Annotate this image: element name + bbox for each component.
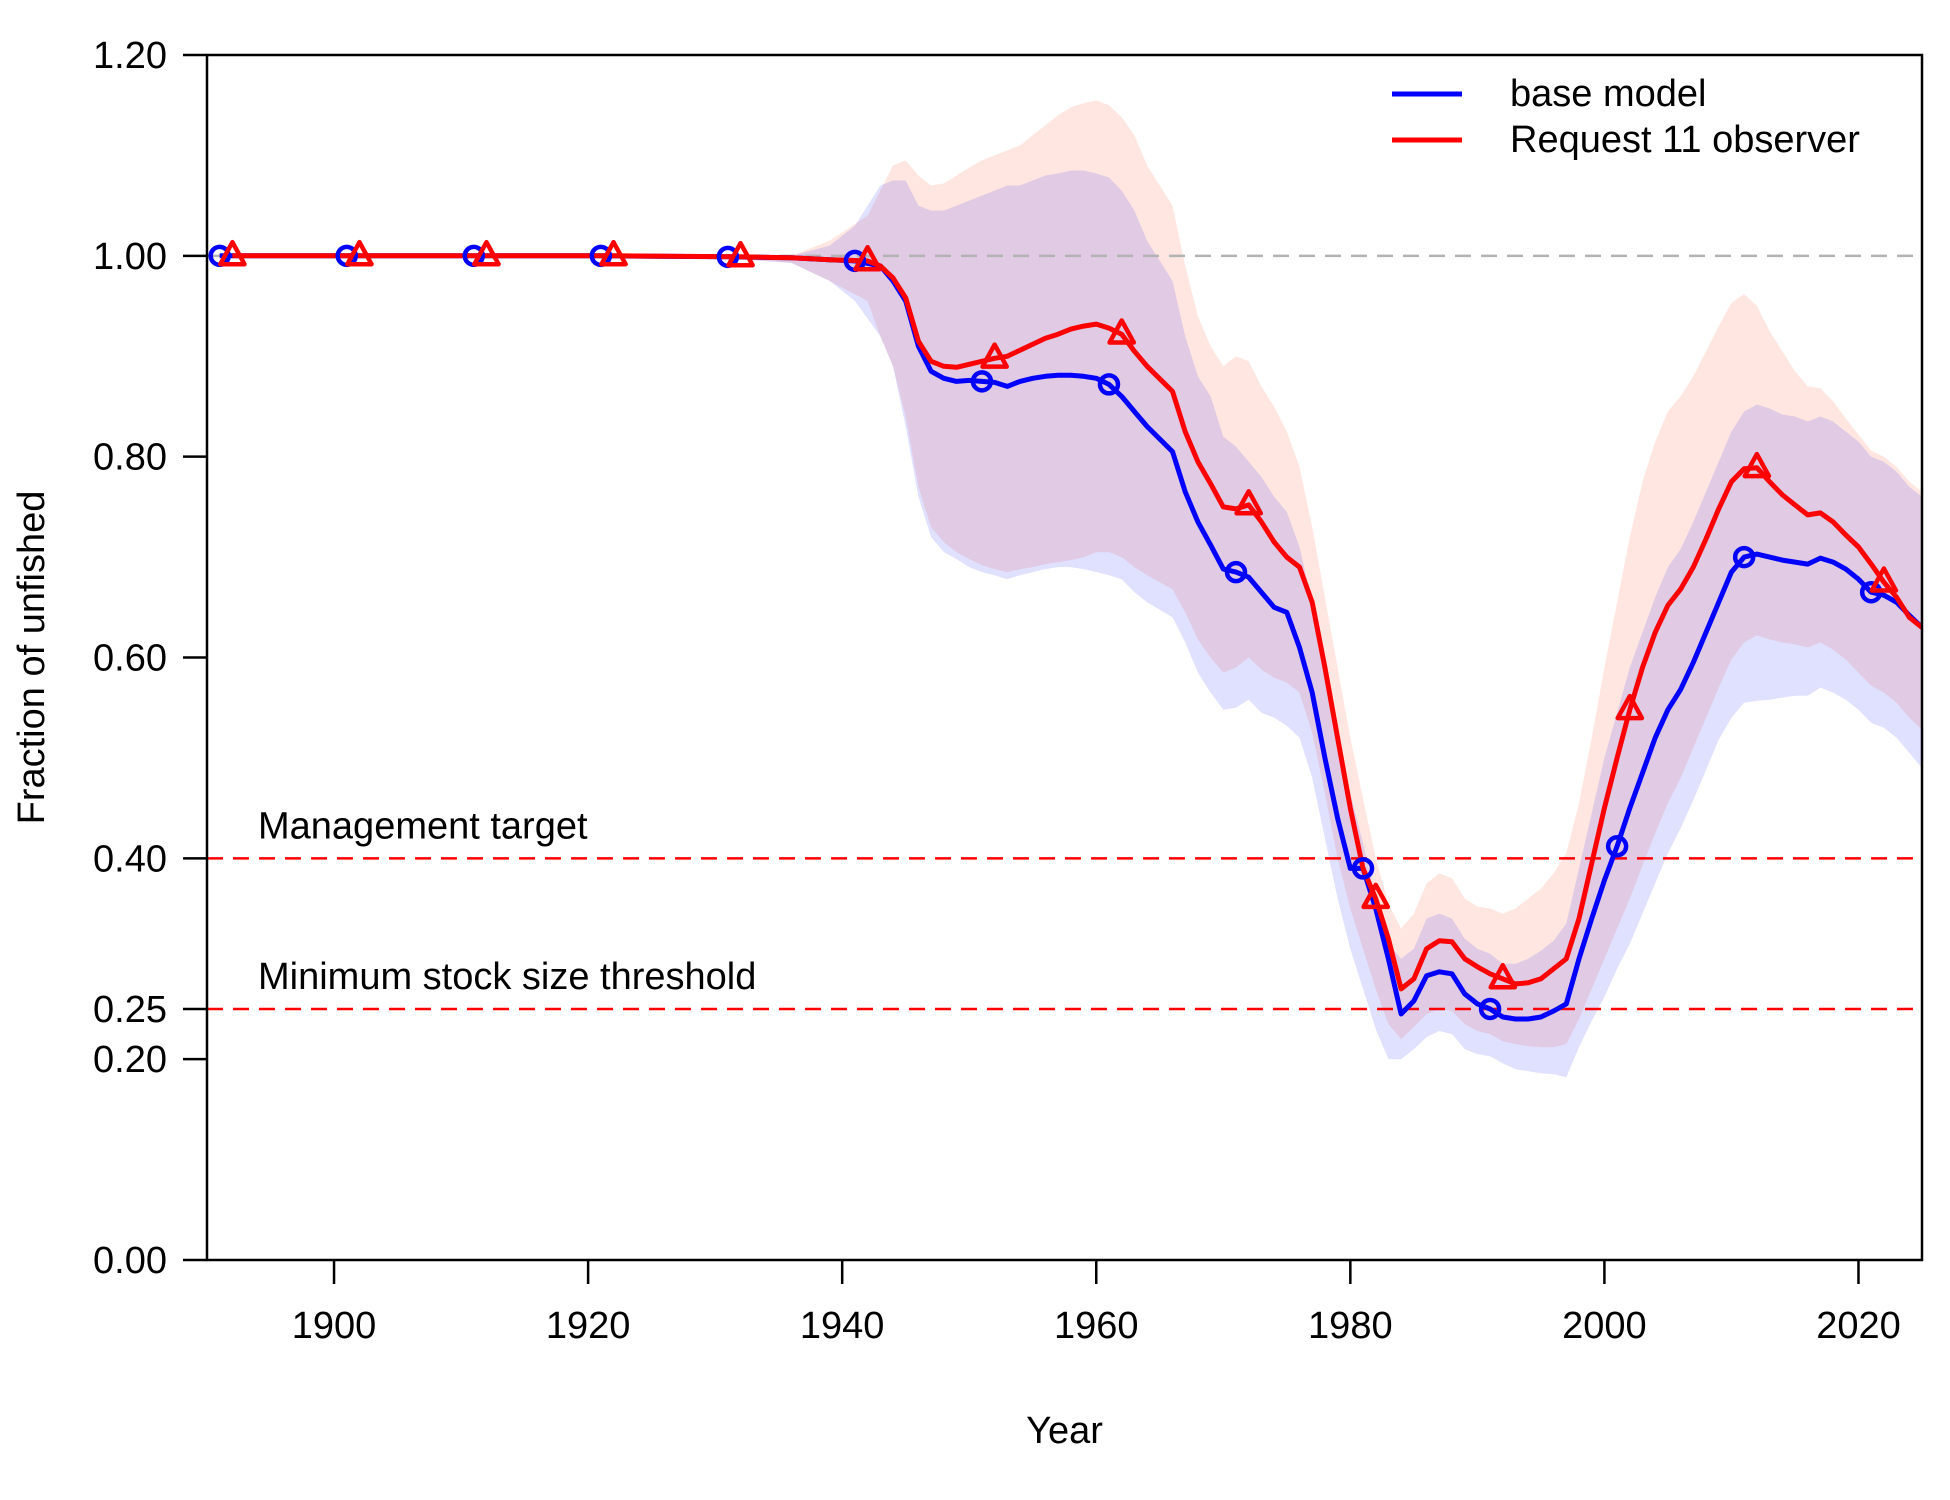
marker-request-11-1962 — [1107, 318, 1137, 345]
marker-request-11-1892 — [218, 239, 247, 267]
x-axis-title: Year — [1026, 1410, 1103, 1452]
marker-base-model-2001 — [1605, 835, 1629, 858]
y-tick-label-0: 0.00 — [93, 1240, 167, 1282]
y-tick-label-2: 0.25 — [93, 989, 167, 1031]
uncertainty-bands — [219, 100, 1922, 1078]
marker-request-11-1972 — [1234, 488, 1264, 516]
axes: 0.00 0.20 0.25 0.40 0.60 0.80 1.00 1.20 1900 1920… — [93, 35, 1924, 1347]
marker-base-model-1961 — [1097, 373, 1121, 396]
x-tick-label-6: 2020 — [1816, 1305, 1901, 1347]
band-base-model — [219, 170, 1922, 1078]
legend-label-1: Request 11 observer — [1510, 119, 1860, 161]
marker-request-11-1942 — [853, 244, 882, 272]
series-markers — [208, 239, 1899, 1021]
marker-base-model-2011 — [1732, 545, 1756, 569]
x-tick-label-3: 1960 — [1054, 1305, 1139, 1347]
marker-request-11-2002 — [1615, 693, 1645, 721]
band-request-11 — [232, 100, 1922, 1048]
marker-request-11-1912 — [472, 239, 501, 267]
marker-request-11-2022 — [1869, 566, 1899, 593]
marker-request-11-1992 — [1488, 962, 1518, 990]
marker-base-model-1981 — [1351, 857, 1375, 880]
x-tick-label-5: 2000 — [1562, 1305, 1647, 1347]
x-tick-label-2: 1940 — [800, 1305, 885, 1347]
marker-request-11-1982 — [1361, 882, 1391, 910]
y-tick-label-4: 0.60 — [93, 638, 167, 680]
y-tick-label-5: 0.80 — [93, 437, 167, 479]
marker-request-11-1922 — [599, 239, 628, 267]
legend-label-0: base model — [1510, 73, 1706, 115]
y-tick-label-1: 0.20 — [93, 1039, 167, 1081]
marker-base-model-1951 — [970, 370, 994, 393]
reference-label-2: Minimum stock size threshold — [258, 956, 756, 998]
y-tick-label-6: 1.00 — [93, 236, 167, 278]
x-tick-label-0: 1900 — [292, 1305, 377, 1347]
series-lines — [219, 253, 1922, 1022]
marker-base-model-1971 — [1224, 560, 1248, 584]
y-tick-label-7: 1.20 — [93, 35, 167, 77]
x-tick-label-1: 1920 — [546, 1305, 631, 1347]
marker-request-11-2012 — [1742, 451, 1772, 479]
marker-base-model-1991 — [1478, 997, 1502, 1021]
y-axis-title: Fraction of unfished — [11, 491, 53, 825]
marker-request-11-1902 — [345, 239, 374, 267]
marker-request-11-1952 — [980, 342, 1009, 369]
reference-label-1: Management target — [258, 805, 588, 847]
marker-request-11-1932 — [726, 240, 755, 268]
x-tick-label-4: 1980 — [1308, 1305, 1393, 1347]
y-tick-label-3: 0.40 — [93, 838, 167, 880]
series-line-1 — [232, 253, 1922, 992]
series-line-0 — [219, 253, 1922, 1022]
